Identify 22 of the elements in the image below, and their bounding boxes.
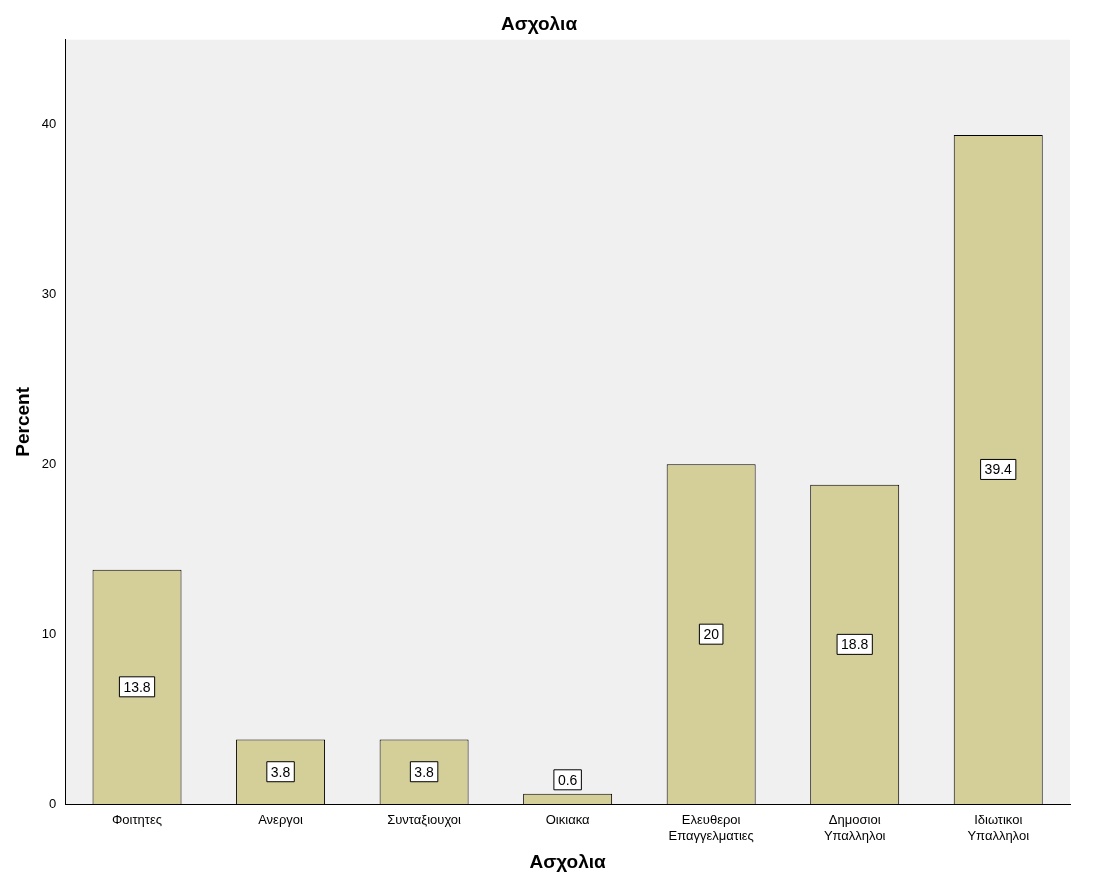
x-tick-label: Οικιακα — [545, 812, 590, 828]
data-label: 3.8 — [270, 763, 291, 780]
chart-title: Ασχολια — [500, 12, 578, 34]
y-tick-label: 0 — [49, 795, 57, 811]
x-tick-label: Ανεργοι — [258, 812, 304, 828]
data-label: 39.4 — [984, 461, 1013, 478]
data-label: 3.8 — [414, 763, 435, 780]
x-tick-label: Ελευθεροι Επαγγελματιες — [668, 812, 754, 843]
data-label: 0.6 — [557, 771, 578, 788]
x-tick-label: Δημοσιοι Υπαλληλοι — [823, 812, 886, 843]
y-tick-label: 10 — [41, 625, 57, 641]
y-tick-label: 20 — [41, 455, 57, 471]
x-tick-label: Φοιτητες — [112, 812, 163, 828]
data-label: 13.8 — [123, 678, 151, 695]
x-axis-title: Ασχολια — [529, 850, 606, 872]
y-axis-title: Percent — [11, 386, 33, 457]
data-label: 20 — [703, 626, 720, 643]
x-tick-label: Ιδιωτικοι Υπαλληλοι — [967, 812, 1030, 843]
x-tick-label: Συνταξιουχοι — [387, 812, 462, 828]
data-label: 18.8 — [841, 636, 869, 653]
y-tick-label: 40 — [41, 116, 57, 132]
y-tick-label: 30 — [41, 286, 57, 302]
